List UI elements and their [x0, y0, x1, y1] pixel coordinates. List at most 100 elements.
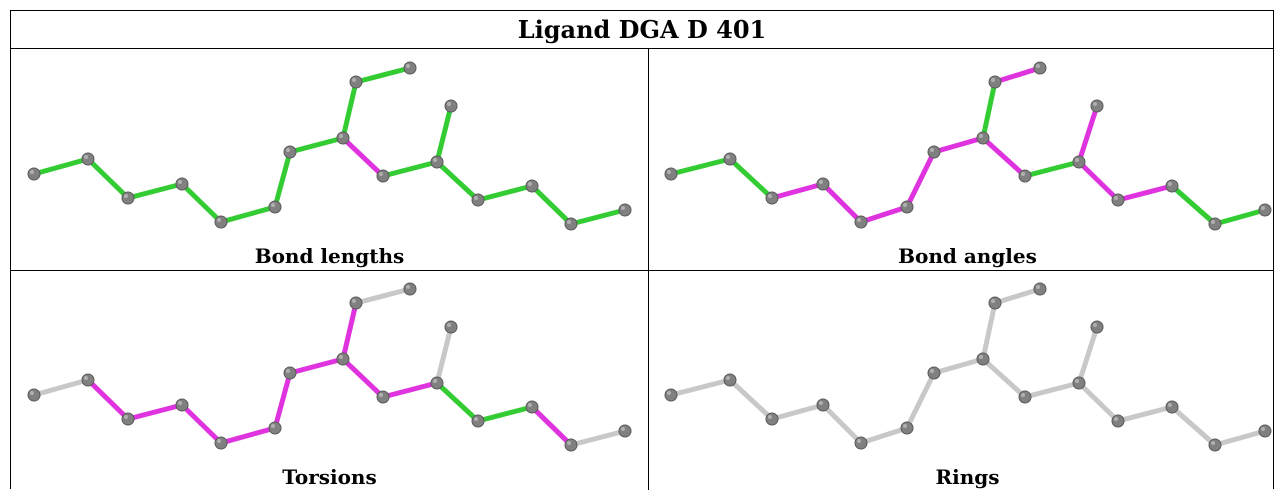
atom-1	[81, 152, 95, 166]
bond-3	[179, 181, 224, 225]
atom-12	[444, 320, 458, 334]
atom-7	[336, 352, 350, 366]
atom-highlight	[379, 393, 383, 397]
atom-6	[927, 366, 941, 380]
atom-highlight	[979, 134, 983, 138]
atom-highlight	[1168, 182, 1172, 186]
bond-12	[1076, 380, 1121, 424]
atom-8	[988, 75, 1002, 89]
bond-4	[858, 204, 910, 225]
bond-4	[218, 425, 278, 446]
molecule-rings	[664, 282, 1272, 452]
atom-4	[214, 215, 228, 229]
atom-4	[854, 436, 868, 450]
atom-8	[349, 75, 363, 89]
atom-0	[27, 388, 41, 402]
atom-4	[854, 215, 868, 229]
bond-0	[668, 156, 733, 177]
bond-16	[529, 404, 574, 448]
bond-4	[218, 204, 278, 225]
atom-highlight	[474, 196, 478, 200]
atom-10	[376, 390, 390, 404]
bond-8	[992, 65, 1043, 85]
atom-highlight	[1211, 220, 1215, 224]
atom-highlight	[991, 299, 995, 303]
atom-14	[525, 400, 539, 414]
atom-highlight	[30, 170, 34, 174]
bond-7	[340, 300, 359, 362]
atom-highlight	[621, 427, 625, 431]
atom-highlight	[352, 299, 356, 303]
atom-9	[1033, 61, 1047, 75]
bond-5	[272, 370, 293, 431]
atom-8	[349, 296, 363, 310]
bond-0	[31, 377, 91, 398]
atom-highlight	[1261, 427, 1265, 431]
atom-5	[268, 200, 282, 214]
atom-12	[1090, 99, 1104, 113]
bond-2	[769, 181, 826, 201]
atom-1	[723, 373, 737, 387]
bond-12	[434, 159, 481, 203]
atom-highlight	[621, 206, 625, 210]
atom-highlight	[567, 441, 571, 445]
atom-highlight	[1261, 206, 1265, 210]
atom-3	[175, 398, 189, 412]
atom-highlight	[667, 391, 671, 395]
atom-16	[618, 203, 632, 217]
atom-6	[927, 145, 941, 159]
molecule-torsions	[27, 282, 632, 452]
bond-11	[434, 324, 454, 386]
atom-highlight	[339, 355, 343, 359]
bond-6	[931, 135, 986, 155]
atom-highlight	[217, 218, 221, 222]
atom-highlight	[406, 285, 410, 289]
bond-13	[1115, 183, 1175, 203]
figure-title: Ligand DGA D 401	[11, 11, 1273, 49]
bond-10	[1022, 159, 1082, 179]
molecule-bond-angles	[664, 61, 1272, 231]
bond-7	[980, 300, 998, 362]
atom-7	[976, 352, 990, 366]
bond-8	[353, 65, 413, 85]
atom-highlight	[1093, 323, 1097, 327]
bond-8	[353, 286, 413, 306]
atom-9	[403, 282, 417, 296]
atom-2	[765, 412, 779, 426]
bond-16	[529, 183, 574, 227]
bond-6	[287, 135, 346, 155]
atom-13	[471, 193, 485, 207]
atom-highlight	[903, 203, 907, 207]
panel-torsions: Torsions	[11, 271, 648, 491]
grid-divider-horizontal	[11, 270, 1273, 271]
bond-10	[380, 380, 440, 400]
bond-13	[1115, 404, 1175, 424]
atom-highlight	[447, 323, 451, 327]
bond-11	[1076, 324, 1100, 386]
atom-highlight	[286, 369, 290, 373]
atom-highlight	[857, 439, 861, 443]
atom-highlight	[30, 391, 34, 395]
atom-12	[444, 99, 458, 113]
atom-highlight	[84, 155, 88, 159]
atom-7	[336, 131, 350, 145]
atom-highlight	[1114, 196, 1118, 200]
atom-14	[525, 179, 539, 193]
atom-highlight	[1075, 379, 1079, 383]
bond-6	[931, 356, 986, 376]
bond-5	[904, 149, 937, 210]
bond-1	[85, 156, 131, 201]
atom-highlight	[903, 424, 907, 428]
atom-16	[1258, 203, 1272, 217]
atom-11	[1072, 376, 1086, 390]
atom-highlight	[726, 376, 730, 380]
atom-6	[283, 145, 297, 159]
atom-15	[1208, 438, 1222, 452]
atom-16	[1258, 424, 1272, 438]
grid-divider-vertical	[648, 49, 649, 490]
bond-11	[434, 103, 454, 165]
atom-highlight	[1211, 441, 1215, 445]
atom-6	[283, 366, 297, 380]
bond-6	[287, 356, 346, 376]
bond-9	[340, 356, 386, 400]
